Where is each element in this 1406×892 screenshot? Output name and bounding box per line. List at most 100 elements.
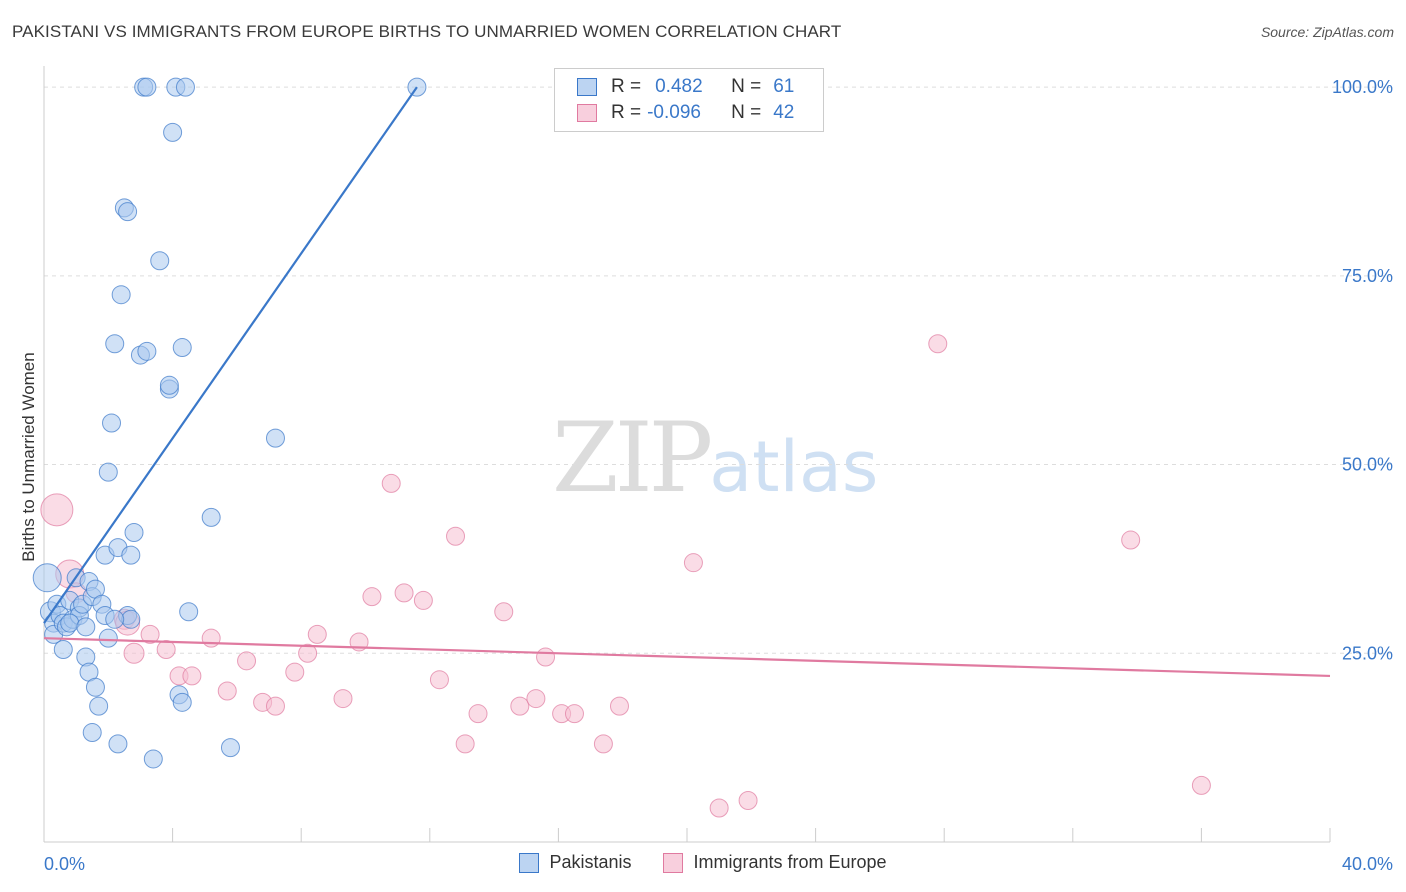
data-point xyxy=(429,670,449,690)
axis-labels: 25.0% 50.0% 75.0% 100.0% 0.0% 40.0% Births to … xyxy=(19,77,1393,874)
data-point xyxy=(217,681,237,701)
data-point xyxy=(159,375,179,395)
data-point xyxy=(446,526,466,546)
legend-r-label: R = xyxy=(611,76,642,97)
data-point xyxy=(738,790,758,810)
data-point xyxy=(89,696,109,716)
data-point xyxy=(179,602,199,622)
data-point xyxy=(102,413,122,433)
data-point xyxy=(105,609,125,629)
grid-lines xyxy=(44,86,1392,654)
data-point xyxy=(455,734,475,754)
data-point xyxy=(1121,530,1141,550)
source-label: Source: ZipAtlas.com xyxy=(1260,24,1394,40)
data-point xyxy=(413,590,433,610)
legend-swatch-blue xyxy=(519,852,540,873)
legend-swatch-pink xyxy=(663,852,684,873)
data-point xyxy=(298,643,318,663)
data-point xyxy=(40,493,74,527)
y-tick-label: 25.0% xyxy=(1342,643,1393,663)
data-point xyxy=(85,677,105,697)
legend-row-immigrants: R = -0.096 N = 42 xyxy=(577,100,794,126)
data-point xyxy=(564,704,584,724)
watermark-atlas: atlas xyxy=(709,426,879,508)
data-point xyxy=(111,285,131,305)
data-point xyxy=(124,522,144,542)
data-point xyxy=(307,624,327,644)
data-point xyxy=(683,553,703,573)
data-point xyxy=(172,692,192,712)
data-point xyxy=(105,334,125,354)
watermark-zip: ZIP xyxy=(552,402,713,514)
axes xyxy=(43,66,1331,843)
data-point xyxy=(285,662,305,682)
y-tick-label: 75.0% xyxy=(1342,266,1393,286)
data-point xyxy=(108,734,128,754)
data-point xyxy=(526,689,546,709)
data-point xyxy=(1191,775,1211,795)
data-point xyxy=(362,587,382,607)
legend-n-value: 42 xyxy=(773,102,795,123)
data-point xyxy=(593,734,613,754)
data-point xyxy=(220,738,240,758)
data-point xyxy=(121,545,141,565)
data-point xyxy=(76,617,96,637)
data-point xyxy=(536,647,556,667)
data-point xyxy=(137,77,157,97)
data-point xyxy=(98,628,118,648)
data-point xyxy=(140,624,160,644)
data-point xyxy=(53,640,73,659)
legend-swatch-pink xyxy=(577,104,597,122)
data-point xyxy=(265,696,285,716)
correlation-legend: R = 0.482 N = 61 R = -0.096 N = 42 xyxy=(554,68,824,132)
data-point xyxy=(98,462,118,482)
trend-lines xyxy=(43,86,1331,678)
data-point xyxy=(265,428,285,448)
legend-item-immigrants: Immigrants from Europe xyxy=(663,852,887,873)
legend-swatch-blue xyxy=(577,78,597,96)
x-tick-label: 40.0% xyxy=(1342,854,1393,874)
legend-r-label: R = xyxy=(611,102,642,123)
y-tick-label: 50.0% xyxy=(1342,455,1393,475)
series-legend: Pakistanis Immigrants from Europe xyxy=(0,852,1406,873)
data-point xyxy=(118,202,138,222)
data-point xyxy=(494,602,514,622)
data-point xyxy=(60,613,80,633)
data-point xyxy=(143,749,163,769)
trend-line xyxy=(43,86,418,624)
data-point xyxy=(32,563,62,593)
data-point xyxy=(175,77,195,97)
data-point xyxy=(468,704,488,724)
legend-item-pakistanis: Pakistanis xyxy=(519,852,631,873)
data-point xyxy=(201,507,221,527)
data-point xyxy=(123,642,145,664)
data-point xyxy=(121,609,141,629)
data-point xyxy=(394,583,414,603)
data-point xyxy=(709,798,729,818)
data-point xyxy=(609,696,629,716)
legend-n-value: 61 xyxy=(773,76,795,97)
data-point xyxy=(156,640,176,659)
zipatlas-watermark: ZIPatlas xyxy=(552,402,878,514)
data-point xyxy=(163,122,183,142)
series-pakistanis xyxy=(32,77,427,769)
data-point xyxy=(172,338,192,358)
data-point xyxy=(201,628,221,648)
trend-line xyxy=(43,637,1331,678)
data-point xyxy=(137,341,157,361)
legend-n-label: N = xyxy=(731,76,762,97)
legend-row-pakistanis: R = 0.482 N = 61 xyxy=(577,74,794,100)
data-point xyxy=(928,334,948,354)
x-tick-label: 0.0% xyxy=(44,854,85,874)
data-point xyxy=(150,251,170,271)
data-point xyxy=(333,689,353,709)
series-immigrants-from-europe xyxy=(40,334,1211,818)
legend-n-label: N = xyxy=(731,102,762,123)
legend-r-value: -0.096 xyxy=(647,102,701,123)
data-point xyxy=(381,473,401,493)
legend-label-immigrants: Immigrants from Europe xyxy=(693,852,887,872)
chart-title: PAKISTANI VS IMMIGRANTS FROM EUROPE BIRT… xyxy=(12,22,842,41)
legend-label-pakistanis: Pakistanis xyxy=(549,852,632,872)
data-point xyxy=(510,696,530,716)
